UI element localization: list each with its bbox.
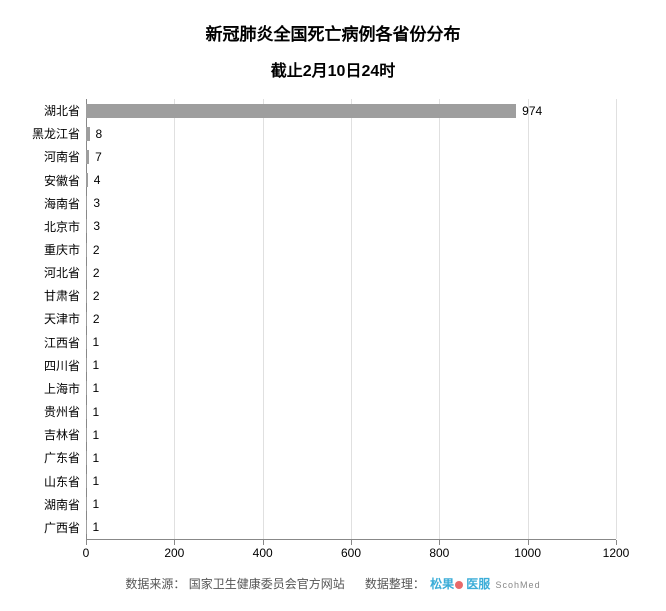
org-label: 数据整理：: [365, 577, 425, 591]
bars-layer: 湖北省974黑龙江省8河南省7安徽省4海南省3北京市3重庆市2河北省2甘肃省2天…: [86, 99, 616, 539]
bar: [86, 312, 87, 326]
bar-value-label: 2: [93, 243, 100, 257]
bar-row: 河南省7: [86, 145, 616, 168]
bar-value-label: 4: [94, 173, 101, 187]
bar-value-label: 2: [93, 312, 100, 326]
y-category-label: 四川省: [44, 357, 86, 374]
x-tick-label: 200: [164, 546, 184, 560]
bar-row: 黑龙江省8: [86, 122, 616, 145]
x-axis: 020040060080010001200: [86, 539, 616, 563]
bar: [86, 173, 88, 187]
tick-mark: [439, 540, 440, 545]
tick-mark: [263, 540, 264, 545]
bar-row: 四川省1: [86, 354, 616, 377]
y-category-label: 广西省: [44, 519, 86, 536]
tick-mark: [528, 540, 529, 545]
y-category-label: 北京市: [44, 218, 86, 235]
chart-subtitle: 截止2月10日24时: [30, 57, 636, 81]
y-category-label: 江西省: [44, 334, 86, 351]
y-category-label: 山东省: [44, 473, 86, 490]
bar-value-label: 1: [92, 497, 99, 511]
y-category-label: 河北省: [44, 264, 86, 281]
bar: [86, 289, 87, 303]
bar-row: 湖北省974: [86, 99, 616, 122]
bar-row: 海南省3: [86, 192, 616, 215]
bar-value-label: 7: [95, 150, 102, 164]
bar-row: 山东省1: [86, 470, 616, 493]
bar-value-label: 2: [93, 289, 100, 303]
bar-row: 吉林省1: [86, 423, 616, 446]
bar-value-label: 1: [92, 451, 99, 465]
logo-text-1: 松果: [430, 577, 454, 591]
bar: [86, 150, 89, 164]
y-category-label: 广东省: [44, 449, 86, 466]
bar: [86, 196, 87, 210]
bar: [86, 104, 516, 118]
bar: [86, 266, 87, 280]
y-category-label: 上海市: [44, 380, 86, 397]
y-category-label: 甘肃省: [44, 287, 86, 304]
y-category-label: 黑龙江省: [32, 125, 86, 142]
x-tick-label: 800: [429, 546, 449, 560]
bar-row: 广西省1: [86, 516, 616, 539]
tick-mark: [616, 540, 617, 545]
y-category-label: 海南省: [44, 195, 86, 212]
bar-value-label: 1: [92, 428, 99, 442]
chart-container: 新冠肺炎全国死亡病例各省份分布 截止2月10日24时 湖北省974黑龙江省8河南…: [0, 0, 666, 611]
y-category-label: 安徽省: [44, 172, 86, 189]
bar: [86, 243, 87, 257]
bar-row: 江西省1: [86, 331, 616, 354]
chart-title: 新冠肺炎全国死亡病例各省份分布: [30, 20, 636, 45]
y-category-label: 湖北省: [44, 102, 86, 119]
x-tick-label: 1000: [514, 546, 541, 560]
bar-value-label: 1: [92, 358, 99, 372]
bar: [86, 219, 87, 233]
y-category-label: 吉林省: [44, 426, 86, 443]
y-category-label: 湖南省: [44, 496, 86, 513]
bar-row: 安徽省4: [86, 168, 616, 191]
tick-mark: [174, 540, 175, 545]
y-category-label: 天津市: [44, 310, 86, 327]
x-tick-label: 400: [253, 546, 273, 560]
bar-row: 甘肃省2: [86, 284, 616, 307]
bar-row: 贵州省1: [86, 400, 616, 423]
bar-row: 天津市2: [86, 307, 616, 330]
source-value: 国家卫生健康委员会官方网站: [189, 577, 345, 591]
bar-value-label: 3: [93, 219, 100, 233]
y-category-label: 重庆市: [44, 241, 86, 258]
logo-subtext: ScohMed: [496, 580, 541, 590]
bar-row: 重庆市2: [86, 238, 616, 261]
bar-row: 河北省2: [86, 261, 616, 284]
bar-value-label: 974: [522, 104, 542, 118]
tick-mark: [86, 540, 87, 545]
bar-value-label: 1: [92, 474, 99, 488]
gridline: [616, 99, 617, 539]
bar-value-label: 3: [93, 196, 100, 210]
y-category-label: 贵州省: [44, 403, 86, 420]
bar-row: 上海市1: [86, 377, 616, 400]
source-label: 数据来源：: [125, 577, 185, 591]
x-tick-label: 600: [341, 546, 361, 560]
bar-row: 广东省1: [86, 446, 616, 469]
bar-value-label: 1: [92, 381, 99, 395]
bar-value-label: 1: [92, 335, 99, 349]
tick-mark: [351, 540, 352, 545]
chart-footer: 数据来源： 国家卫生健康委员会官方网站 数据整理： 松果医服 ScohMed: [30, 575, 636, 592]
bar-value-label: 1: [92, 520, 99, 534]
bar-row: 湖南省1: [86, 493, 616, 516]
bar-value-label: 2: [93, 266, 100, 280]
x-tick-label: 1200: [603, 546, 630, 560]
bar-value-label: 8: [96, 127, 103, 141]
bar: [86, 127, 90, 141]
x-tick-label: 0: [83, 546, 90, 560]
plot-area: 湖北省974黑龙江省8河南省7安徽省4海南省3北京市3重庆市2河北省2甘肃省2天…: [86, 99, 616, 539]
logo-dot-icon: [455, 581, 463, 589]
bar-row: 北京市3: [86, 215, 616, 238]
y-category-label: 河南省: [44, 148, 86, 165]
bar-value-label: 1: [92, 405, 99, 419]
logo-text-2: 医服: [466, 577, 490, 591]
